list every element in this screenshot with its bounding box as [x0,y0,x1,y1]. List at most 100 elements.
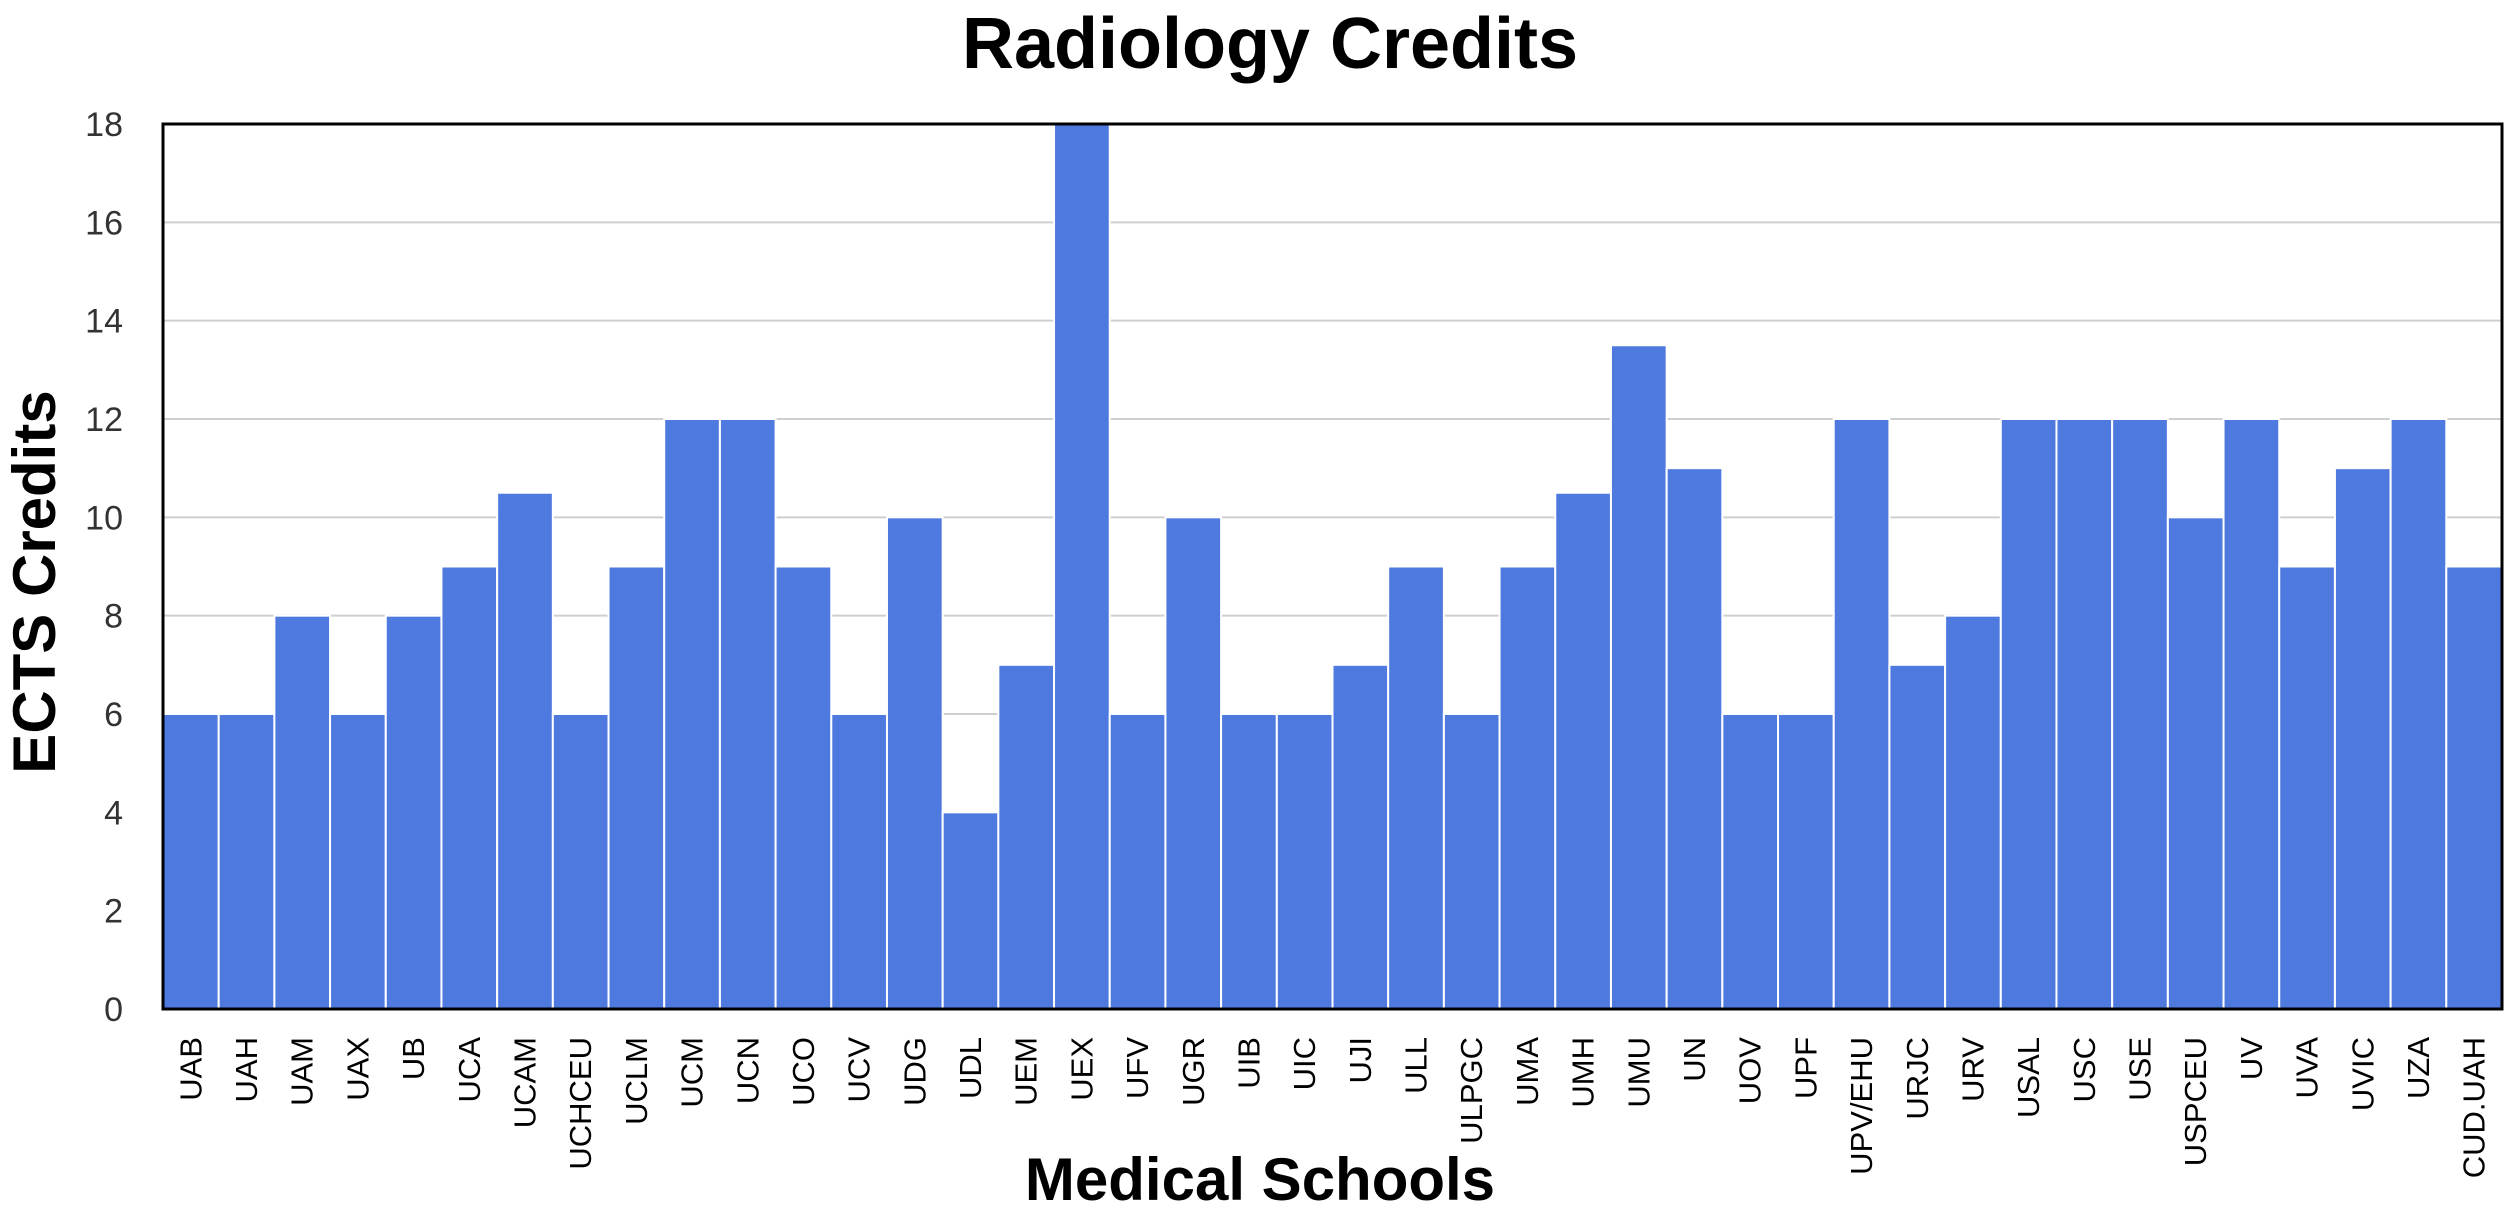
x-tick-label: UFV [1120,1037,1155,1099]
x-tick-label: UMA [1510,1037,1545,1106]
bar [607,565,666,1010]
bar [663,418,721,1010]
x-tick-label: UEM [1009,1037,1044,1106]
bar [830,713,888,1010]
x-tick-label: UAX [340,1037,375,1101]
y-tick-label: 4 [104,794,123,832]
bar [1275,713,1334,1010]
x-tick-label: UDG [897,1037,932,1106]
x-tick-label: URV [1955,1037,1990,1102]
bar [2333,467,2392,1010]
chart-title: Radiology Credits [962,4,1578,84]
x-tick-label: UMU [1621,1037,1656,1108]
bar [496,491,554,1010]
x-tick-label: USAL [2011,1037,2046,1118]
bar [885,516,944,1010]
x-tick-label: ULPGC [1454,1037,1489,1144]
bar [2166,516,2225,1010]
bar [2055,418,2114,1010]
x-tick-label: UCO [786,1037,821,1106]
x-tick-label: UPF [1788,1037,1823,1099]
y-tick-label: 2 [104,893,123,931]
x-tick-label: UCA [452,1037,487,1103]
bar [1387,565,1445,1010]
bar [384,614,443,1011]
y-tick-label: 18 [85,106,123,144]
bar [1777,713,1835,1010]
x-axis-title: Medical Schools [1025,1146,1495,1212]
bar [1609,344,1668,1010]
x-tick-label: UN [1677,1037,1712,1082]
x-tick-label: UIC [1287,1037,1322,1090]
bar [1888,663,1947,1010]
x-tick-label: UCV [842,1037,877,1103]
bar [1164,516,1223,1010]
y-tick-label: 12 [85,401,123,439]
x-tick-label: USC [2067,1037,2102,1102]
x-tick-label: UVIC [2345,1037,2380,1111]
bar [2111,418,2169,1010]
bar [273,614,332,1011]
y-tick-label: 0 [104,991,123,1029]
y-tick-label: 8 [104,598,123,636]
x-axis-ticks: UAB UAH UAM UAX UB UCA UCAM UCHCEU UCLM UCM UCN UCO… [173,1037,2491,1179]
y-tick-label: 16 [85,204,123,242]
bar [1331,663,1390,1010]
x-tick-label: UOV [1733,1037,1768,1105]
bar [1721,713,1780,1010]
y-axis-ticks: 0 2 4 6 8 10 12 14 16 18 [85,106,123,1029]
x-tick-label: UJI [1343,1037,1378,1084]
x-tick-label: UCAM [507,1037,542,1128]
x-tick-label: UPV/EHU [1844,1037,1879,1175]
x-tick-label: ULL [1399,1037,1434,1094]
bar [718,418,777,1010]
x-tick-label: USPCEU [2178,1037,2213,1166]
bar [1498,565,1557,1010]
x-tick-label: UMH [1566,1037,1601,1108]
bar [2278,565,2336,1010]
bar [1053,123,1111,1010]
x-tick-label: UCM [675,1037,710,1108]
bar [774,565,833,1010]
x-tick-label: UVA [2290,1037,2325,1099]
bar [551,713,610,1010]
x-tick-label: UAB [173,1037,208,1101]
x-tick-label: UIB [1231,1037,1266,1089]
x-tick-label: CUD.UAH [2457,1037,2492,1178]
bar [217,713,276,1010]
x-tick-label: UZA [2401,1037,2436,1099]
bar [1554,491,1612,1010]
bar [329,713,387,1010]
bar [1220,713,1278,1010]
bar [1108,713,1167,1010]
bar [440,565,499,1010]
bar [2445,565,2504,1010]
x-tick-label: USE [2123,1037,2158,1101]
bar [941,811,1000,1010]
x-tick-label: UCLM [619,1037,654,1125]
y-tick-label: 14 [85,303,123,341]
plot-area-frame [161,122,2504,1011]
x-tick-label: UDL [953,1037,988,1099]
y-axis-title: ECTS Credits [1,390,68,773]
x-tick-label: UB [396,1037,431,1080]
x-tick-label: UCN [730,1037,765,1104]
bar [2389,418,2448,1010]
bar [1832,418,1891,1010]
x-tick-label: UAM [285,1037,320,1106]
x-tick-label: UGR [1176,1037,1211,1106]
bar [2222,418,2281,1010]
bars [162,123,2504,1011]
x-tick-label: UCHCEU [563,1037,598,1170]
bar [1665,467,1724,1010]
x-tick-label: UV [2234,1037,2269,1080]
x-tick-label: URJC [1900,1037,1935,1120]
y-tick-label: 6 [104,696,123,734]
y-tick-label: 10 [85,499,123,537]
x-tick-label: UEX [1064,1037,1099,1101]
bar [1944,614,2002,1011]
bar [162,713,220,1010]
x-tick-label: UAH [229,1037,264,1102]
